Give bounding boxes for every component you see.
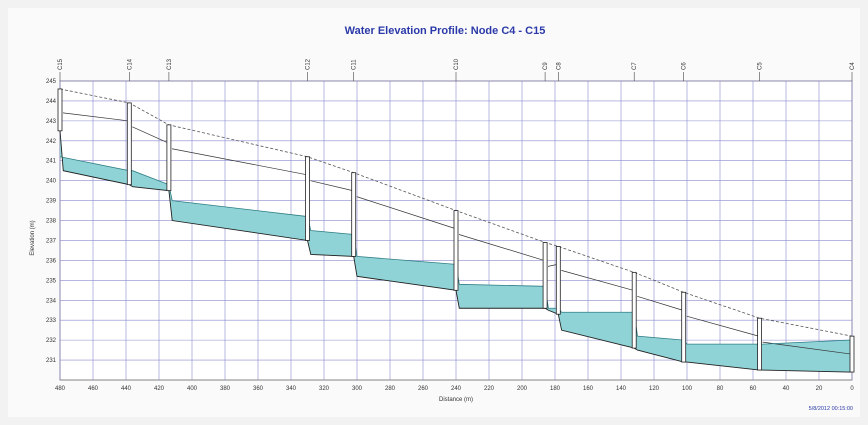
y-tick-label: 239 <box>46 199 57 205</box>
elevation-profile-chart: Water Elevation Profile: Node C4 - C15 D… <box>30 25 856 412</box>
water-fill <box>60 130 852 373</box>
x-tick-label: 40 <box>783 386 790 392</box>
pipe-crown-line <box>356 196 456 229</box>
node-label: C10 <box>454 58 460 70</box>
x-tick-label: 420 <box>154 386 165 392</box>
manhole-shaft <box>351 172 357 257</box>
node-label: C14 <box>127 58 133 70</box>
y-tick-label: 242 <box>46 139 57 145</box>
x-tick-label: 340 <box>286 386 297 392</box>
node-label: C6 <box>682 62 688 70</box>
node-label: C7 <box>632 62 638 70</box>
chart-title: Water Elevation Profile: Node C4 - C15 <box>345 25 546 37</box>
pipe-crown-line <box>561 270 634 291</box>
manhole-shaft <box>542 242 548 309</box>
y-axis-label: Elevation (m) <box>30 220 36 255</box>
y-tick-label: 245 <box>46 79 57 85</box>
y-tick-label: 243 <box>46 119 57 125</box>
manhole-shaft <box>631 271 637 349</box>
x-tick-label: 460 <box>88 386 99 392</box>
x-tick-label: 400 <box>187 386 198 392</box>
pipe-crown-line <box>686 315 759 337</box>
manhole-shaft <box>126 102 132 186</box>
x-tick-label: 0 <box>850 386 854 392</box>
pipe-crown-line <box>458 234 545 261</box>
y-tick-label: 235 <box>46 278 57 284</box>
node-label: C5 <box>758 62 764 70</box>
manhole-shaft <box>305 156 310 241</box>
plot-area: 231 232 233 234 235 236 237 238 239 240 241 242 243 2… <box>46 58 856 392</box>
node-label: C12 <box>306 58 312 70</box>
y-tick-label: 241 <box>46 159 57 165</box>
x-tick-label: 180 <box>550 386 561 392</box>
x-tick-label: 300 <box>352 386 363 392</box>
x-tick-label: 360 <box>253 386 264 392</box>
pipe-crown-line <box>310 180 353 191</box>
node-label: C13 <box>167 58 173 70</box>
x-tick-label: 100 <box>682 386 693 392</box>
pipe-crown-line <box>171 148 307 176</box>
chart-frame: Water Elevation Profile: Node C4 - C15 D… <box>8 8 860 417</box>
x-tick-label: 380 <box>220 386 231 392</box>
manhole-shaft <box>453 210 459 291</box>
x-tick-label: 80 <box>717 386 724 392</box>
manhole-shaft <box>681 291 687 363</box>
manhole-shaft <box>757 317 762 371</box>
manhole-shaft <box>57 88 63 132</box>
x-tick-label: 320 <box>319 386 330 392</box>
y-tick-label: 234 <box>46 298 57 304</box>
x-tick-label: 60 <box>750 386 757 392</box>
x-tick-label: 240 <box>451 386 462 392</box>
x-tick-label: 140 <box>616 386 627 392</box>
pipe-crown-line <box>132 126 169 144</box>
pipe-crown-line <box>637 295 683 311</box>
y-tick-label: 244 <box>46 99 57 105</box>
node-label: C8 <box>556 62 562 70</box>
pipe-crown-line <box>548 264 558 267</box>
node-label: C4 <box>850 62 856 70</box>
x-tick-label: 280 <box>385 386 396 392</box>
x-tick-label: 200 <box>517 386 528 392</box>
x-axis-label: Distance (m) <box>439 397 473 403</box>
pipe-crown-line <box>62 112 129 122</box>
y-tick-label: 240 <box>46 179 57 185</box>
x-tick-label: 440 <box>121 386 132 392</box>
x-tick-label: 220 <box>484 386 495 392</box>
y-tick-label: 233 <box>46 318 57 324</box>
y-tick-label: 238 <box>46 219 57 225</box>
x-tick-label: 20 <box>816 386 823 392</box>
ground-line <box>59 130 852 373</box>
node-label: C11 <box>352 59 358 70</box>
surface-dashed-line <box>59 88 853 337</box>
y-tick-label: 236 <box>46 258 57 264</box>
y-tick-label: 231 <box>46 358 57 364</box>
timestamp-label: 5/8/2012 00:15:00 <box>809 406 853 412</box>
y-tick-label: 237 <box>46 238 57 244</box>
node-label: C15 <box>58 58 64 70</box>
x-tick-label: 160 <box>583 386 594 392</box>
pipe-crown-line <box>762 341 852 355</box>
x-tick-label: 120 <box>649 386 660 392</box>
manhole-shaft <box>849 335 855 373</box>
y-tick-label: 232 <box>46 338 57 344</box>
manhole-shaft <box>555 246 561 315</box>
x-tick-label: 480 <box>55 386 66 392</box>
manhole-shaft <box>166 124 172 192</box>
node-label: C9 <box>543 62 549 70</box>
x-tick-label: 260 <box>418 386 429 392</box>
